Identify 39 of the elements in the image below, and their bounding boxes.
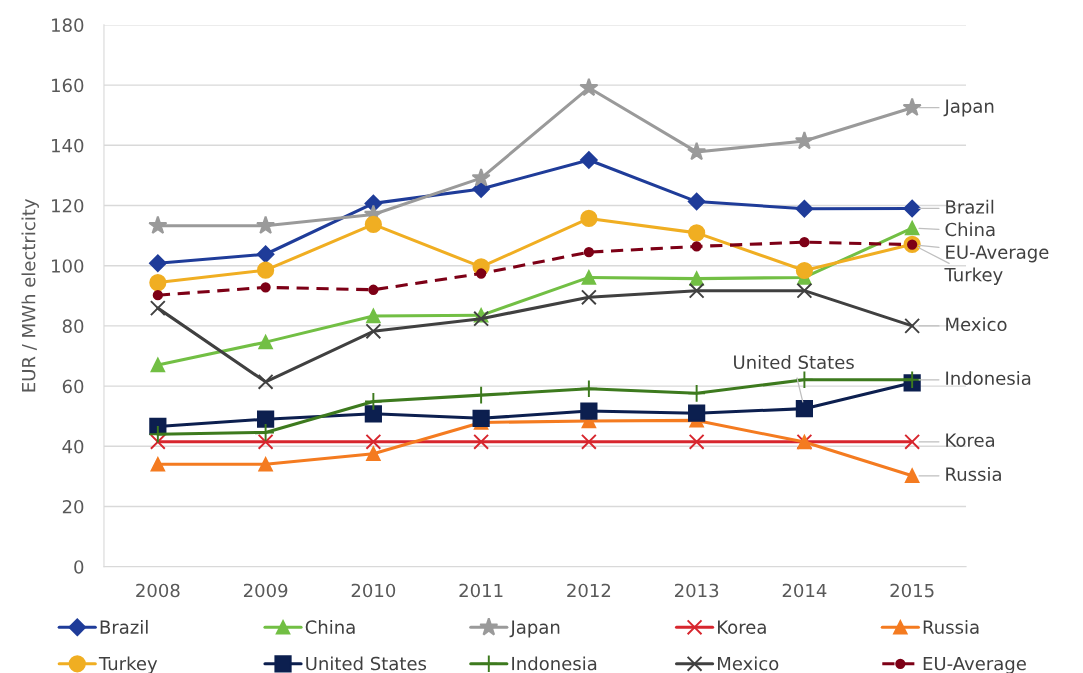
x-tick-label: 2010 bbox=[351, 583, 396, 598]
x-tick-label: 2009 bbox=[243, 583, 288, 598]
x-tick-label: 2013 bbox=[674, 583, 719, 598]
y-tick-label: 100 bbox=[52, 259, 84, 273]
annotation: United States bbox=[734, 355, 854, 370]
legend-label: Indonesia bbox=[512, 656, 597, 671]
x-tick-label: 2012 bbox=[567, 583, 611, 598]
legend-label: Russia bbox=[923, 619, 979, 634]
legend-label: China bbox=[305, 619, 355, 634]
legend-label: Mexico bbox=[718, 656, 779, 671]
y-tick-label: 160 bbox=[52, 78, 84, 93]
legend-label: United States bbox=[306, 656, 427, 671]
annotation: Turkey bbox=[944, 267, 1003, 285]
legend-label: Japan bbox=[509, 620, 560, 638]
x-tick-label: 2008 bbox=[136, 583, 180, 598]
y-tick-label: 0 bbox=[74, 560, 84, 574]
annotation: Russia bbox=[946, 467, 1001, 482]
annotation: EU-Average bbox=[946, 245, 1049, 263]
y-tick-label: 80 bbox=[62, 319, 84, 333]
x-tick-label: 2011 bbox=[459, 583, 503, 598]
y-tick-label: 140 bbox=[52, 138, 84, 153]
x-tick-label: 2015 bbox=[890, 583, 934, 598]
y-tick-label: 40 bbox=[62, 439, 84, 454]
legend-label: Korea bbox=[718, 620, 766, 634]
annotation: Mexico bbox=[946, 317, 1007, 332]
annotation: Japan bbox=[943, 99, 994, 117]
annotation: Korea bbox=[946, 433, 995, 447]
y-axis-title: EUR / MWh electricity bbox=[21, 198, 39, 392]
legend-label: Turkey bbox=[98, 656, 158, 673]
legend-label: EU-Average bbox=[923, 656, 1026, 673]
y-tick-label: 60 bbox=[62, 379, 84, 394]
y-tick-label: 180 bbox=[52, 18, 84, 33]
annotation: China bbox=[945, 222, 995, 237]
y-tick-label: 120 bbox=[52, 198, 84, 213]
annotation: Brazil bbox=[946, 199, 994, 214]
x-tick-label: 2014 bbox=[782, 583, 827, 598]
legend-label: Brazil bbox=[100, 619, 148, 634]
annotation: Indonesia bbox=[946, 371, 1031, 385]
y-tick-label: 20 bbox=[62, 499, 84, 514]
